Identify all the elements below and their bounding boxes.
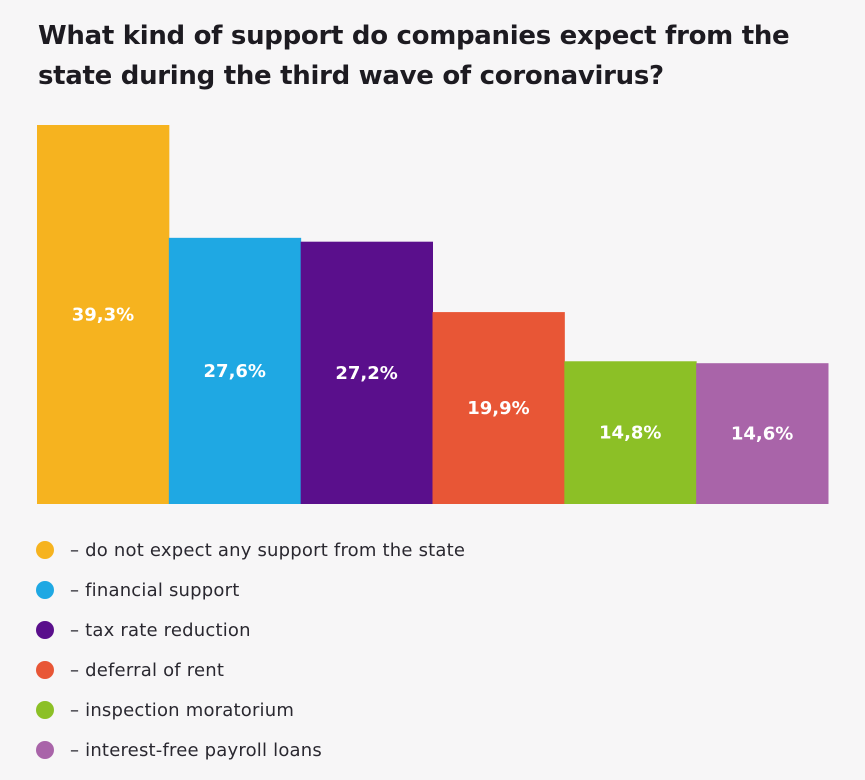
bar-2	[168, 237, 302, 504]
legend-marker	[36, 581, 54, 599]
legend-item: – inspection moratorium	[36, 690, 465, 730]
bar-3	[300, 241, 433, 504]
bar-value-label: 27,6%	[204, 361, 266, 382]
bar-chart: 39,3% 27,6% 27,2% 19,9% 14,8% 14,6%	[37, 125, 829, 504]
bar-1	[37, 125, 170, 504]
legend-marker	[36, 701, 54, 719]
bar-value-label: 19,9%	[467, 398, 529, 419]
legend-item: – interest-free payroll loans	[36, 730, 465, 770]
legend-label: – do not expect any support from the sta…	[70, 539, 466, 561]
bar-4	[432, 312, 565, 504]
chart-legend: – do not expect any support from the sta…	[36, 530, 465, 770]
bar-value-label: 14,8%	[599, 423, 661, 444]
legend-label: – tax rate reduction	[70, 619, 251, 641]
legend-marker	[36, 661, 54, 679]
bar-6	[696, 363, 829, 504]
legend-item: – financial support	[36, 570, 465, 610]
bar-5	[564, 361, 697, 504]
legend-label: – interest-free payroll loans	[70, 739, 322, 761]
bar-value-label: 27,2%	[335, 363, 397, 384]
legend-marker	[36, 541, 54, 559]
legend-item: – tax rate reduction	[36, 610, 465, 650]
legend-label: – inspection moratorium	[70, 699, 295, 721]
bar-value-label: 39,3%	[72, 305, 134, 326]
legend-marker	[36, 741, 54, 759]
legend-label: – deferral of rent	[70, 659, 225, 681]
legend-item: – do not expect any support from the sta…	[36, 530, 465, 570]
legend-item: – deferral of rent	[36, 650, 465, 690]
legend-label: – financial support	[70, 579, 240, 601]
legend-marker	[36, 621, 54, 639]
chart-title: What kind of support do companies expect…	[38, 21, 790, 91]
bar-value-label: 14,6%	[731, 424, 793, 445]
